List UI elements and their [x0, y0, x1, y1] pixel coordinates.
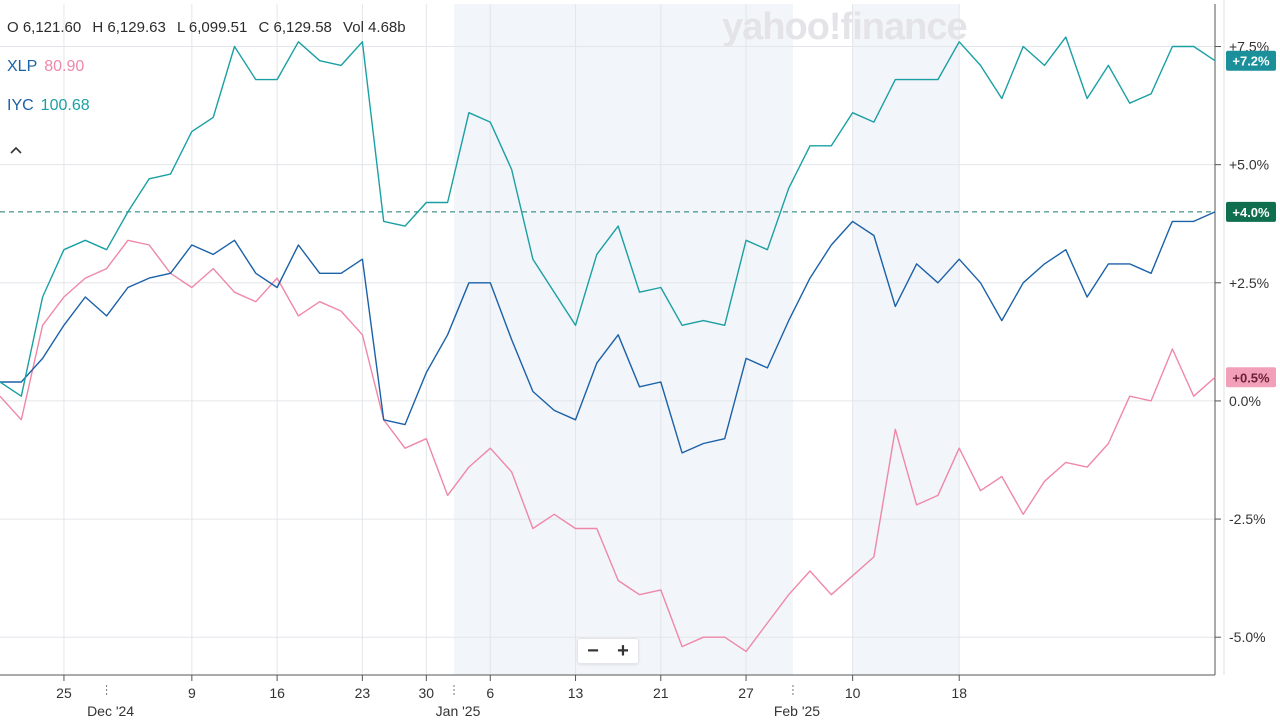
ytick-label-5: -5.0% — [1229, 629, 1266, 645]
legend-item-iyc[interactable]: IYC 100.68 — [7, 97, 90, 115]
zoom-control: − + — [577, 638, 639, 664]
xtick-label-7: 21 — [653, 685, 669, 701]
month-label-0: Dec '24 — [87, 703, 134, 719]
ohlc-high: H 6,129.63 — [92, 19, 166, 36]
xtick-label-8: 27 — [738, 685, 754, 701]
ohlc-low: L 6,099.51 — [176, 19, 248, 36]
ytick-label-4: -2.5% — [1229, 511, 1266, 527]
xtick-label-5: 6 — [486, 685, 494, 701]
xtick-label-10: 18 — [951, 685, 967, 701]
xtick-label-9: 10 — [845, 685, 861, 701]
ytick-label-1: +5.0% — [1229, 157, 1269, 173]
legend-symbol-xlp: XLP — [7, 58, 38, 75]
month-label-2: Feb '25 — [774, 703, 820, 719]
chevron-up-icon[interactable] — [8, 141, 24, 157]
ytick-label-2: +2.5% — [1229, 275, 1269, 291]
shaded-range-1 — [852, 4, 960, 675]
end-badge-s-p-500 — [1226, 201, 1276, 222]
month-label-1: Jan '25 — [436, 703, 481, 719]
xtick-label-2: 16 — [269, 685, 285, 701]
legend-value-iyc: 100.68 — [40, 97, 90, 114]
ytick-label-3: 0.0% — [1229, 393, 1261, 409]
end-label-xlp: +0.5% — [1232, 370, 1270, 385]
xtick-label-0: 25 — [56, 685, 72, 701]
end-label-s-p-500: +4.0% — [1232, 205, 1270, 220]
series-line-s-p-500 — [0, 211, 1216, 454]
xtick-label-6: 13 — [568, 685, 584, 701]
series-line-iyc — [0, 36, 1216, 397]
end-label-iyc: +7.2% — [1232, 54, 1270, 69]
ytick-label-0: +7.5% — [1229, 39, 1269, 55]
xtick-label-3: 23 — [355, 685, 371, 701]
xtick-label-1: 9 — [188, 685, 196, 701]
legend-item-xlp[interactable]: XLP 80.90 — [7, 58, 84, 76]
end-badge-xlp — [1226, 367, 1276, 388]
series-line-xlp — [0, 239, 1216, 653]
shaded-range-0 — [454, 4, 793, 675]
ohlc-volume: Vol 4.68b — [343, 19, 406, 36]
xtick-label-4: 30 — [419, 685, 435, 701]
legend-symbol-iyc: IYC — [7, 97, 34, 114]
end-badge-iyc — [1226, 50, 1276, 71]
zoom-out-button[interactable]: − — [587, 640, 599, 662]
ohlc-readout: O 6,121.60 H 6,129.63 L 6,099.51 C 6,129… — [7, 19, 413, 36]
ohlc-close: C 6,129.58 — [258, 19, 332, 36]
legend-value-xlp: 80.90 — [44, 58, 85, 75]
yahoo-finance-watermark: yahoo!finance — [722, 6, 968, 48]
zoom-in-button[interactable]: + — [617, 640, 629, 662]
ohlc-open: O 6,121.60 — [7, 19, 82, 36]
